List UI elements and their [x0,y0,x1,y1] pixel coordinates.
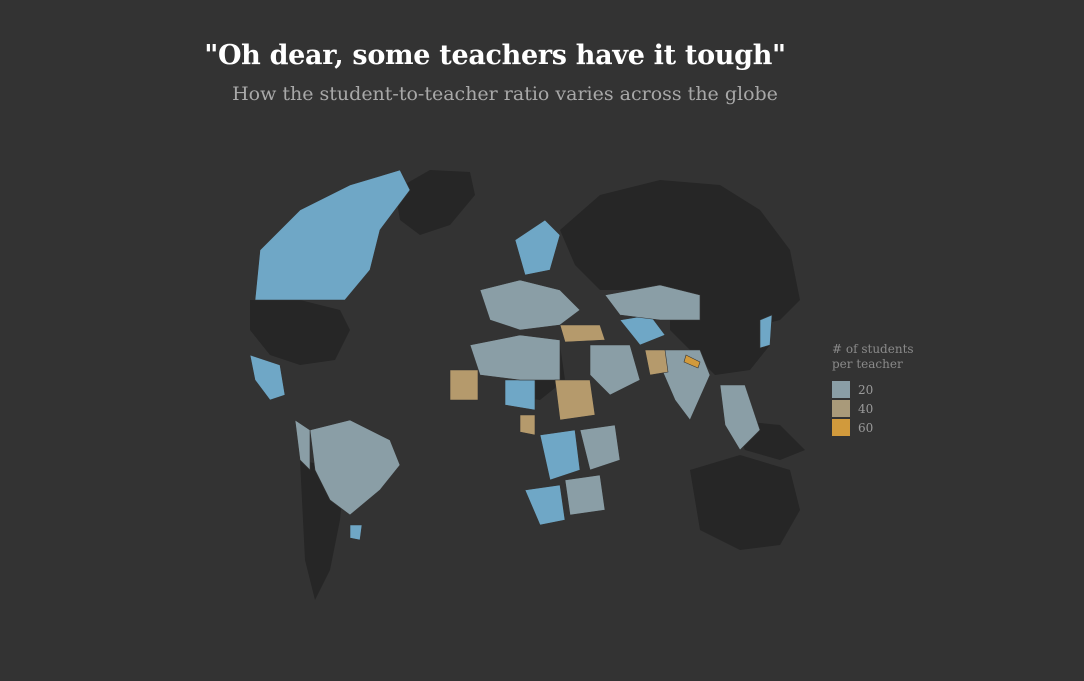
southeast-asia-region [719,384,761,451]
andes-region [294,419,311,471]
legend-label: 20 [858,382,874,397]
chad-region [519,414,536,436]
east-africa-region [579,424,621,471]
map-title: "Oh dear, some teachers have it tough" [204,40,786,71]
sudan-region [554,379,596,421]
legend-title: # of students per teacher [832,342,942,372]
nepal-region [683,354,701,369]
pakistan-region [644,349,669,376]
usa-land [250,300,350,365]
legend-item: 40 [832,399,942,418]
japan-region [759,314,773,349]
legend-title-line1: # of students [832,342,914,356]
legend-swatch [832,381,850,398]
north-africa-region [469,334,561,381]
very-high-ratio-regions [683,354,701,369]
australia-land [690,455,800,550]
west-africa-region [504,379,536,411]
congo-region [539,429,581,481]
legend-item: 60 [832,418,942,437]
turkey-region [559,324,606,343]
brazil-region [309,419,401,516]
legend-label: 60 [858,420,874,435]
low-ratio-regions [249,169,773,541]
uruguay-region [349,524,363,541]
mauritania-region [449,369,479,401]
legend-label: 40 [858,401,874,416]
southern-africa-region [524,484,566,526]
legend-items: 20 40 60 [832,380,942,437]
europe-north-region [514,219,561,276]
legend-swatch [832,400,850,417]
europe-region [479,279,581,331]
legend-title-line2: per teacher [832,357,903,371]
legend-swatch [832,419,850,436]
southern-africa-east-region [564,474,606,516]
canada-region [254,169,411,301]
greenland-land [395,170,475,235]
mexico-region [249,354,286,401]
map-subtitle: How the student-to-teacher ratio varies … [232,83,778,105]
high-ratio-regions [449,324,669,436]
legend-item: 20 [832,380,942,399]
mid-ratio-regions [294,279,761,516]
middle-east-region [589,344,641,396]
legend: # of students per teacher 20 40 60 [832,342,942,437]
kazakhstan-region [604,284,701,321]
russia-siberia-land [560,180,800,330]
